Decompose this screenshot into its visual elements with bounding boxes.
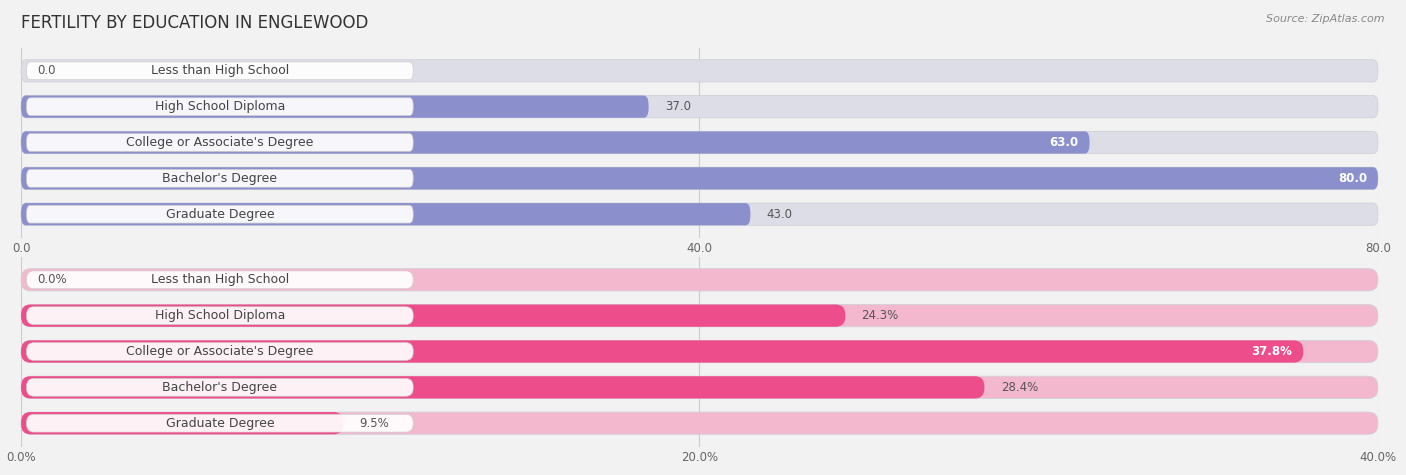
Text: 9.5%: 9.5%: [360, 417, 389, 430]
Text: 37.8%: 37.8%: [1251, 345, 1292, 358]
Text: 63.0: 63.0: [1050, 136, 1078, 149]
FancyBboxPatch shape: [21, 412, 343, 434]
Text: Less than High School: Less than High School: [150, 273, 290, 286]
FancyBboxPatch shape: [27, 98, 413, 115]
Text: 28.4%: 28.4%: [1001, 381, 1038, 394]
FancyBboxPatch shape: [27, 170, 413, 187]
Text: High School Diploma: High School Diploma: [155, 100, 285, 113]
Text: Bachelor's Degree: Bachelor's Degree: [162, 381, 277, 394]
Text: 43.0: 43.0: [766, 208, 793, 221]
Text: 0.0%: 0.0%: [38, 273, 67, 286]
Text: Graduate Degree: Graduate Degree: [166, 208, 274, 221]
Text: 24.3%: 24.3%: [862, 309, 898, 322]
FancyBboxPatch shape: [21, 132, 1090, 153]
FancyBboxPatch shape: [21, 304, 845, 327]
FancyBboxPatch shape: [27, 342, 413, 361]
Text: Bachelor's Degree: Bachelor's Degree: [162, 172, 277, 185]
Text: 37.0: 37.0: [665, 100, 690, 113]
FancyBboxPatch shape: [21, 132, 1378, 153]
Text: College or Associate's Degree: College or Associate's Degree: [127, 136, 314, 149]
FancyBboxPatch shape: [21, 304, 1378, 327]
Text: 80.0: 80.0: [1339, 172, 1367, 185]
Text: 0.0: 0.0: [38, 64, 56, 77]
FancyBboxPatch shape: [21, 203, 1378, 225]
FancyBboxPatch shape: [21, 95, 1378, 118]
FancyBboxPatch shape: [27, 62, 413, 80]
Text: FERTILITY BY EDUCATION IN ENGLEWOOD: FERTILITY BY EDUCATION IN ENGLEWOOD: [21, 14, 368, 32]
Text: Source: ZipAtlas.com: Source: ZipAtlas.com: [1267, 14, 1385, 24]
FancyBboxPatch shape: [21, 376, 1378, 399]
FancyBboxPatch shape: [21, 167, 1378, 190]
FancyBboxPatch shape: [27, 307, 413, 324]
FancyBboxPatch shape: [27, 379, 413, 396]
FancyBboxPatch shape: [21, 341, 1303, 362]
FancyBboxPatch shape: [21, 167, 1378, 190]
FancyBboxPatch shape: [21, 412, 1378, 434]
FancyBboxPatch shape: [21, 60, 1378, 82]
Text: High School Diploma: High School Diploma: [155, 309, 285, 322]
FancyBboxPatch shape: [27, 133, 413, 152]
FancyBboxPatch shape: [21, 341, 1378, 362]
Text: Less than High School: Less than High School: [150, 64, 290, 77]
Text: Graduate Degree: Graduate Degree: [166, 417, 274, 430]
FancyBboxPatch shape: [21, 376, 984, 399]
FancyBboxPatch shape: [27, 205, 413, 223]
FancyBboxPatch shape: [21, 95, 648, 118]
FancyBboxPatch shape: [21, 203, 751, 225]
FancyBboxPatch shape: [27, 414, 413, 432]
Text: College or Associate's Degree: College or Associate's Degree: [127, 345, 314, 358]
FancyBboxPatch shape: [27, 271, 413, 289]
FancyBboxPatch shape: [21, 269, 1378, 291]
